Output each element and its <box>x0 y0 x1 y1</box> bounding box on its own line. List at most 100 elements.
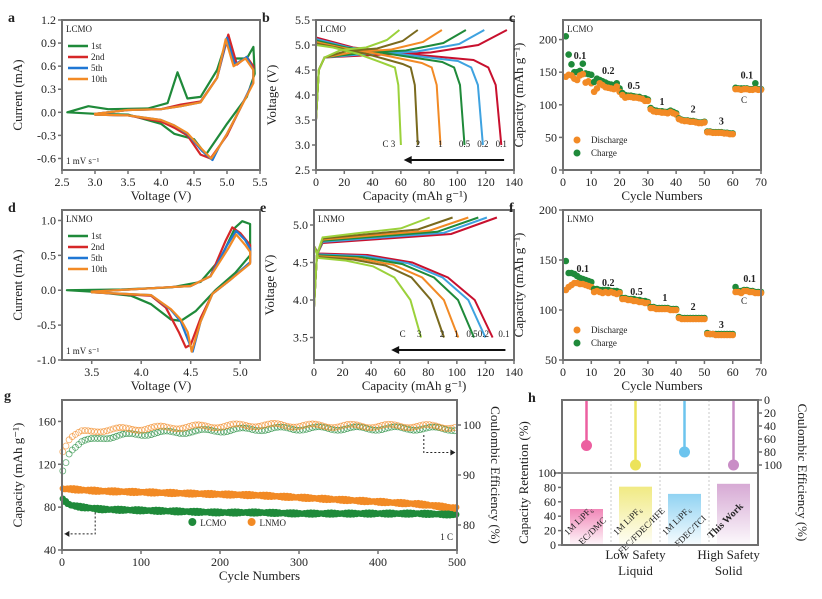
charge-point <box>579 60 587 67</box>
y-tick-label: 200 <box>539 203 557 217</box>
panel-a: 2.5 3.0 3.5 4.0 4.5 5.0 5.5 -0.6 -0.3 0.0 0.3 0.6 0.… <box>8 11 268 203</box>
panel-title: LCMO <box>567 24 594 34</box>
discharge-curve-3C <box>313 245 423 338</box>
y-tick-label: 120 <box>38 457 56 471</box>
ce-point <box>356 422 364 430</box>
legend-label-lcmo: LCMO <box>200 518 227 528</box>
ce-point <box>391 421 398 429</box>
ce-point <box>236 420 244 428</box>
ce-point <box>406 424 414 432</box>
ce-point <box>239 421 247 429</box>
ce-point <box>448 424 455 432</box>
discharge-point <box>672 306 680 314</box>
discharge-curve-3C <box>315 44 402 146</box>
ce-point <box>84 427 92 435</box>
x-tick-label: 0 <box>560 365 566 379</box>
rate-label: 0.2 <box>477 139 488 149</box>
y-axis-label: Capacity Retention (%) <box>516 421 531 544</box>
y2-tick-label: 0 <box>764 393 770 407</box>
discharge-point <box>701 315 708 323</box>
ce-point <box>113 432 120 440</box>
rate-annotation: 1 <box>660 97 665 108</box>
y-tick-label: 40 <box>44 543 56 557</box>
rate-label: C <box>400 329 406 339</box>
y-tick-label: -1.0 <box>37 353 56 367</box>
rate-arrow-head <box>403 156 412 164</box>
y-tick-label: 100 <box>538 466 556 480</box>
y-tick-label: 100 <box>539 303 557 317</box>
y2-tick-label: 100 <box>463 418 481 432</box>
rate-annotation: 3 <box>719 116 724 127</box>
ce-point <box>147 431 155 438</box>
ce-marker <box>728 459 739 471</box>
y-tick-label: 5.5 <box>295 13 310 27</box>
discharge-point <box>701 119 708 126</box>
legend-marker-discharge <box>573 136 581 144</box>
panel-title: LNMO <box>318 214 345 224</box>
ce-point <box>369 424 376 432</box>
ce-point <box>271 420 278 427</box>
ce-point <box>223 422 231 429</box>
discharge-point <box>616 289 623 297</box>
legend-label: 2nd <box>91 52 105 62</box>
ce-point <box>217 423 225 431</box>
x-tick-label: 4.5 <box>183 365 198 379</box>
ce-point <box>128 426 136 433</box>
y-tick-label: 0.5 <box>41 248 56 262</box>
x-tick-label: 0 <box>313 175 319 189</box>
ce-point <box>157 422 165 430</box>
rate-label: 0.2 <box>478 329 489 339</box>
ce-point <box>388 420 395 428</box>
x-tick-label: 20 <box>614 175 626 189</box>
x-tick-label: 60 <box>394 365 406 379</box>
x-tick-label: 140 <box>505 175 523 189</box>
panel-g: 0 100 200 300 400 500 40 80 120 160 80 90 100 Cycle N… <box>4 389 503 583</box>
x-tick-label: 5.0 <box>233 365 248 379</box>
ce-point <box>182 423 190 431</box>
ce-point <box>258 422 266 430</box>
rate-annotation: C <box>741 95 747 105</box>
rate-annotation: 0.1 <box>577 264 590 275</box>
plot-frame <box>562 209 762 361</box>
y-tick-label: 0.0 <box>41 283 56 297</box>
y-tick-label: -0.6 <box>37 151 56 165</box>
ce-point <box>176 425 184 433</box>
x-tick-label: 200 <box>211 555 229 569</box>
panel-b: 0 20 40 60 80 100 120 140 2.5 3.0 3.5 4.0 4.5 5.0 5.5 C… <box>262 11 523 203</box>
y-tick-label: 5.0 <box>293 218 308 232</box>
ce-point <box>147 424 155 431</box>
y-tick-label: 4.0 <box>295 88 310 102</box>
ce-point <box>97 428 105 436</box>
x-tick-label: 5.0 <box>220 175 235 189</box>
ce-point <box>350 420 357 428</box>
rate-annotation: 2 <box>691 302 696 313</box>
ce-point <box>201 422 209 430</box>
panel-e: 0 20 40 60 80 100 120 140 3.5 4.0 4.5 5.0 Capacity (… <box>260 201 523 393</box>
cv-curve-1st <box>66 38 256 156</box>
rate-label: 1 <box>454 329 459 339</box>
ce-point <box>296 422 304 430</box>
legend-marker-discharge <box>573 326 581 334</box>
x-tick-label: 70 <box>755 175 767 189</box>
ce-point <box>315 421 323 429</box>
rate-label: 0.5 <box>459 139 471 149</box>
panel-c: 0 10 20 30 40 50 60 70 0 50 100 150 200 Cycle Numbers… <box>509 11 767 203</box>
legend-label: 1st <box>91 41 102 51</box>
ce-marker <box>581 440 592 452</box>
x-tick-label: 100 <box>448 175 466 189</box>
y-axis-label: Capacity (mAh g⁻¹) <box>10 423 25 528</box>
ce-point <box>125 425 133 433</box>
ce-point <box>109 434 117 441</box>
y-tick-label: 150 <box>539 253 557 267</box>
y-axis-label: Voltage (V) <box>264 65 279 126</box>
x-tick-label: 30 <box>642 175 654 189</box>
cv-curve-10th <box>93 38 255 160</box>
rate-label: 3 <box>417 329 422 339</box>
ce-point <box>252 423 259 431</box>
y-tick-label: 1.2 <box>41 13 56 27</box>
x-tick-label: 80 <box>423 175 435 189</box>
ce-point <box>214 424 222 432</box>
ce-point <box>138 426 146 434</box>
rate-annotation: 0.2 <box>602 278 615 289</box>
y-tick-label: 1.0 <box>41 213 56 227</box>
